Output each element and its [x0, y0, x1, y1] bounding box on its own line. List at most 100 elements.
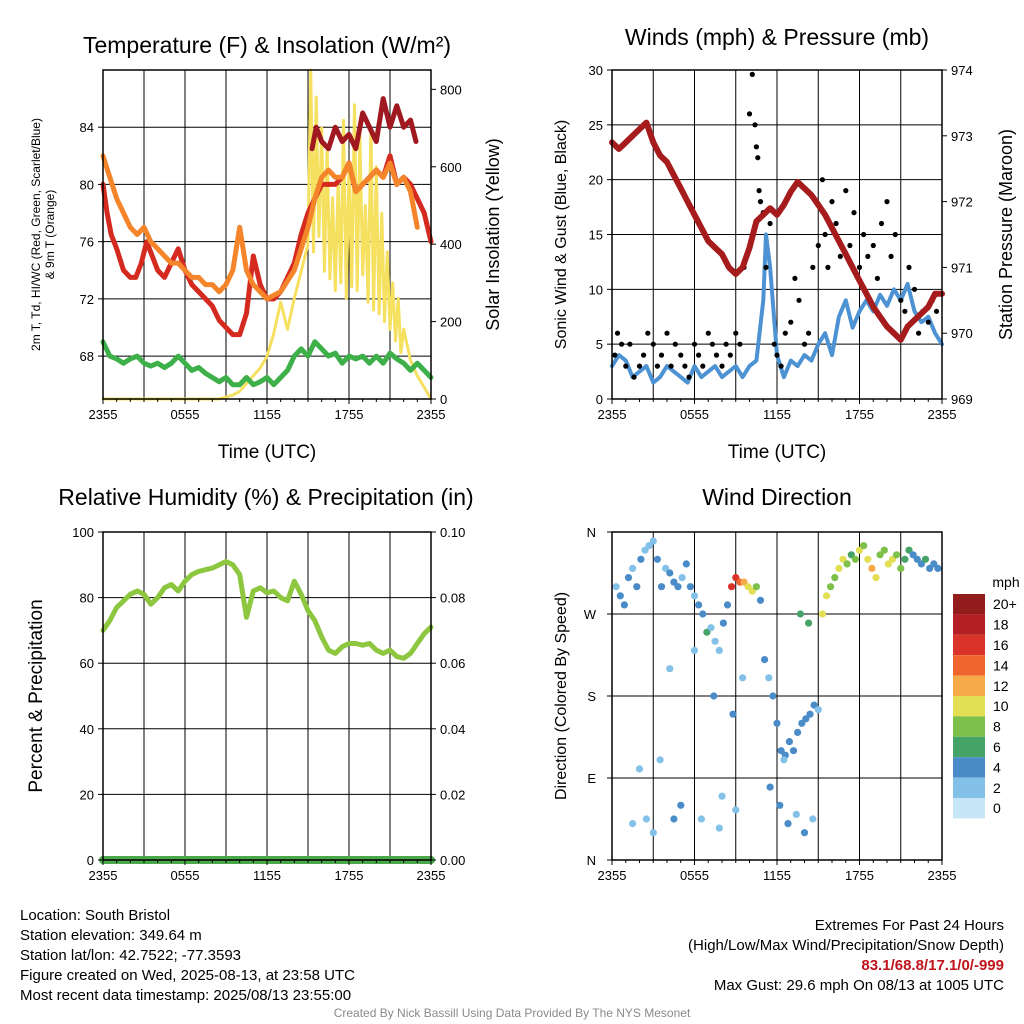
gust-point: [723, 341, 729, 347]
y-tick-label: 76: [80, 235, 94, 250]
gust-point: [843, 188, 849, 194]
gust-point: [771, 341, 777, 347]
x-tick-label: 0555: [680, 868, 709, 883]
legend-label: 14: [993, 657, 1009, 673]
direction-point: [719, 619, 728, 627]
direction-point: [715, 646, 723, 655]
chart-title: Relative Humidity (%) & Precipitation (i…: [58, 484, 473, 510]
direction-point: [633, 583, 641, 591]
gust-point: [691, 341, 698, 347]
direction-point: [934, 564, 942, 573]
y-tick-label: S: [587, 689, 596, 704]
y-tick-label: 0: [87, 853, 94, 868]
series-line-9m-t: [100, 153, 420, 302]
gust-point: [870, 242, 876, 249]
direction-point: [629, 564, 637, 573]
series-line-solar: [101, 68, 433, 401]
gust-point: [806, 330, 812, 336]
direction-point: [792, 810, 800, 819]
direction-point: [765, 674, 773, 682]
direction-point: [777, 747, 785, 755]
direction-point: [723, 601, 732, 609]
gust-point: [668, 363, 674, 369]
legend-label: 12: [993, 678, 1009, 694]
credit-text: Created By Nick Bassill Using Data Provi…: [333, 1006, 691, 1020]
y2-tick-label: 974: [951, 63, 973, 78]
y-axis-label-text: Sonic Wind & Gust (Blue, Black): [553, 120, 570, 349]
direction-point: [926, 564, 934, 573]
extremes-info: Extremes For Past 24 Hours (High/Low/Max…: [688, 916, 1004, 996]
direction-point: [876, 551, 884, 559]
gust-point: [792, 275, 798, 281]
y2-tick-label: 600: [440, 160, 462, 175]
direction-point: [822, 592, 831, 600]
direction-point: [690, 646, 699, 655]
y2-tick-label: 400: [440, 237, 462, 252]
y-axis-label: 2m T, Td, HI/WC (Red, Green, Scarlet/Blu…: [29, 118, 57, 351]
gust-point: [727, 352, 733, 358]
temperature-panel: 2355 0555 1155 1755 2355 68 72 76 80 84 0 200 400 600…: [29, 32, 503, 463]
gust-point: [654, 363, 661, 369]
direction-point: [785, 738, 794, 746]
direction-point: [818, 610, 827, 618]
gust-point: [614, 330, 621, 336]
y-tick-label: 20: [589, 173, 603, 188]
direction-point: [766, 783, 774, 791]
x-tick-label: 2355: [598, 407, 627, 422]
gust-point: [737, 341, 743, 347]
direction-point: [649, 537, 657, 545]
gust-point: [788, 319, 794, 325]
gust-point: [898, 297, 904, 303]
gust-point: [782, 330, 788, 336]
gust-point: [911, 286, 918, 292]
legend-label: 6: [993, 739, 1001, 755]
legend-label: 20+: [993, 596, 1017, 612]
direction-point: [729, 710, 737, 718]
gust-point: [713, 352, 720, 358]
y-axis-label: Percent & Precipitation: [26, 599, 47, 792]
y-axis-label-text: Direction (Colored By Speed): [553, 592, 570, 800]
humidity-panel: 2355 0555 1155 1755 23550204060801000.000.02…: [26, 484, 474, 883]
gust-point: [851, 210, 857, 216]
gust-point: [755, 155, 761, 161]
station-info: Location: South Bristol Station elevatio…: [20, 906, 355, 1006]
y2-tick-label: 800: [440, 82, 462, 97]
direction-point: [718, 792, 726, 800]
gust-point: [631, 374, 637, 380]
direction-point: [872, 574, 880, 582]
gust-point: [801, 341, 808, 347]
direction-point: [860, 542, 868, 550]
gust-point: [822, 231, 828, 238]
y2-axis-label: Station Pressure (Maroon): [996, 129, 1016, 340]
gust-point: [696, 352, 702, 358]
x-tick-label: 1755: [845, 868, 874, 883]
y-tick-label: N: [587, 853, 596, 868]
x-axis-label: Time (UTC): [218, 442, 317, 463]
direction-point: [678, 574, 686, 582]
chart-title: Temperature (F) & Insolation (W/m²): [83, 32, 451, 58]
y2-axis-label: Solar Insolation (Yellow): [483, 138, 503, 330]
direction-point: [905, 546, 913, 554]
direction-point: [690, 592, 699, 600]
legend-swatch: [953, 696, 985, 717]
gust-point: [686, 374, 692, 380]
gust-point: [627, 341, 633, 347]
direction-point: [756, 596, 765, 604]
gust-point: [837, 253, 843, 259]
x-tick-label: 1155: [763, 407, 791, 422]
y-tick-label: 30: [589, 63, 603, 78]
x-tick-label: 1755: [845, 407, 874, 422]
y-tick-label: 72: [80, 292, 94, 307]
y-axis-label-line: & 9m T (Orange): [43, 190, 57, 280]
gust-point: [902, 308, 908, 314]
y-tick-label: 84: [80, 120, 94, 135]
gust-point: [678, 352, 684, 358]
x-tick-label: 1755: [335, 407, 364, 422]
direction-point: [656, 756, 664, 764]
direction-point: [620, 601, 629, 609]
gust-point: [892, 231, 898, 238]
direction-point: [699, 610, 707, 618]
y2-tick-label: 0.08: [440, 591, 465, 606]
elevation-text: Station elevation: 349.64 m: [20, 927, 202, 944]
y-tick-label: 40: [80, 722, 94, 737]
